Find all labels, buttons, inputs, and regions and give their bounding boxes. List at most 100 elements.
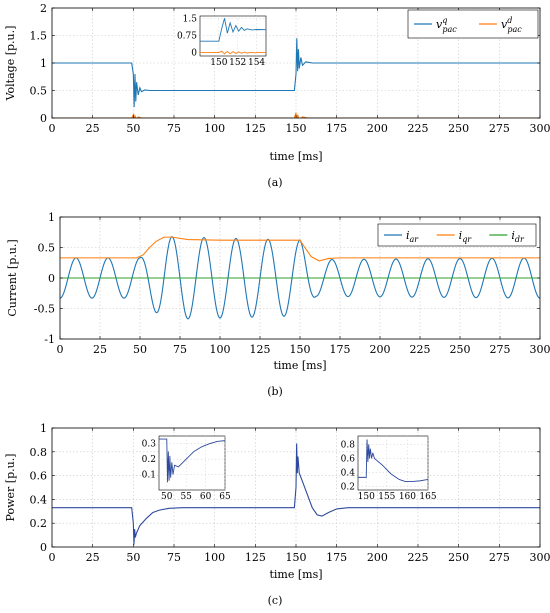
inset-x-tick-label: 65 [219, 492, 231, 502]
x-tick-label: 175 [330, 343, 351, 356]
x-tick-label: 125 [245, 122, 266, 135]
inset-x-tick-label: 50 [161, 492, 173, 502]
inset-x-tick-label: 150 [210, 58, 227, 68]
panel-caption: (a) [267, 176, 282, 189]
x-tick-label: 100 [210, 343, 231, 356]
x-tick-label: 25 [93, 343, 107, 356]
x-tick-label: 200 [367, 551, 388, 564]
y-tick-label: -1 [44, 333, 55, 346]
x-tick-label: 275 [490, 343, 511, 356]
x-tick-label: 275 [489, 122, 510, 135]
x-tick-label: 225 [408, 122, 429, 135]
x-tick-label: 150 [286, 122, 307, 135]
x-tick-label: 25 [86, 551, 100, 564]
inset-x-tick-label: 152 [229, 58, 246, 68]
y-tick-label: 0.6 [30, 470, 48, 483]
y-tick-label: 0 [40, 112, 47, 125]
x-tick-label: 0 [49, 551, 56, 564]
inset-y-tick-label: 1.5 [183, 14, 198, 24]
inset-x-tick-label: 165 [419, 492, 436, 502]
inset-x-tick-label: 160 [399, 492, 416, 502]
inset-frame [199, 15, 267, 57]
x-tick-label: 175 [326, 122, 347, 135]
series-line-v-q-pac [52, 38, 540, 108]
inset-y-tick-label: 0.2 [341, 482, 355, 492]
x-axis-label: time [ms] [273, 359, 326, 372]
x-tick-label: 25 [86, 122, 100, 135]
y-tick-label: 0.8 [30, 446, 48, 459]
x-tick-label: 250 [448, 551, 469, 564]
x-tick-label: 100 [204, 122, 225, 135]
y-tick-label: 0.2 [30, 517, 48, 530]
x-tick-label: 50 [126, 551, 140, 564]
x-tick-label: 50 [133, 343, 147, 356]
x-tick-label: 250 [450, 343, 471, 356]
series-line-i-qr [60, 236, 540, 262]
legend-box [377, 223, 537, 247]
inset-y-tick-label: 0 [191, 49, 197, 59]
inset-chart: 150 152 154 0 0.75 1.5 [177, 14, 267, 68]
x-tick-label: 300 [530, 122, 550, 135]
x-tick-label: 150 [290, 343, 311, 356]
inset-x-tick-label: 150 [358, 492, 375, 502]
x-tick-label: 75 [167, 551, 181, 564]
panel-caption: (b) [267, 385, 283, 398]
voltage-chart-panel: 0 25 50 75 100 125 150 175 200 225 250 275 300 0 0.5 1 1… [4, 2, 550, 189]
inset-x-tick-label: 55 [180, 492, 192, 502]
x-tick-label: 0 [57, 343, 64, 356]
x-tick-label: 300 [530, 343, 550, 356]
inset-x-tick-label: 155 [378, 492, 395, 502]
y-tick-label: 1 [40, 57, 47, 70]
inset-y-tick-label: 0.3 [142, 440, 157, 450]
inset-y-tick-label: 0.1 [142, 471, 156, 481]
y-tick-label: 0 [40, 541, 47, 554]
x-tick-label: 225 [408, 551, 429, 564]
inset-chart: 50 55 60 65 0.1 0.2 0.3 [142, 435, 231, 502]
y-tick-label: 1 [48, 211, 55, 224]
inset-series-line [358, 439, 428, 483]
x-axis-label: time [ms] [269, 568, 322, 581]
current-chart-panel: 0 25 50 75 100 125 150 175 200 225 250 275 300 -1 -0.5… [6, 211, 550, 398]
inset-x-tick-label: 154 [248, 58, 265, 68]
y-tick-label: 0 [48, 272, 55, 285]
x-tick-label: 75 [167, 122, 181, 135]
x-tick-label: 0 [49, 122, 56, 135]
x-tick-label: 250 [448, 122, 469, 135]
x-tick-label: 75 [173, 343, 187, 356]
power-chart-panel: 0 25 50 75 100 125 150 175 200 225 250 275 30000.20.… [4, 422, 550, 607]
inset-y-tick-label: 0.75 [177, 31, 197, 41]
y-tick-label: 2 [40, 2, 47, 15]
panel-caption: (c) [268, 594, 283, 607]
inset-y-tick-label: 0.2 [142, 455, 156, 465]
y-tick-label: 1 [40, 422, 47, 435]
x-tick-label: 200 [367, 122, 388, 135]
inset-series-line [159, 438, 225, 483]
series-line-0 [52, 443, 540, 545]
inset-series-line [200, 18, 266, 42]
x-tick-label: 125 [250, 343, 271, 356]
x-tick-label: 150 [286, 551, 307, 564]
y-tick-label: -0.5 [34, 303, 55, 316]
x-tick-label: 275 [489, 551, 510, 564]
inset-y-tick-label: 0.8 [341, 440, 356, 450]
y-axis-label: Voltage [p.u.] [4, 26, 17, 102]
y-axis-label: Current [p.u.] [6, 239, 19, 316]
inset-y-tick-label: 0.4 [341, 468, 356, 478]
y-tick-label: 0.4 [30, 493, 48, 506]
legend: iar iqr idr [377, 223, 537, 247]
legend: vq pac vd pac [407, 9, 539, 39]
inset-x-tick-label: 60 [200, 492, 212, 502]
y-tick-label: 1.5 [30, 30, 48, 43]
x-tick-label: 300 [530, 551, 550, 564]
x-tick-label: 125 [245, 551, 266, 564]
x-tick-label: 100 [204, 551, 225, 564]
x-axis-label: time [ms] [269, 150, 322, 163]
y-tick-label: 0.5 [30, 85, 48, 98]
inset-frame [357, 435, 429, 491]
x-tick-label: 175 [326, 551, 347, 564]
x-tick-label: 50 [126, 122, 140, 135]
y-axis-label: Power [p.u.] [4, 454, 17, 522]
x-tick-label: 200 [370, 343, 391, 356]
x-tick-label: 225 [410, 343, 431, 356]
